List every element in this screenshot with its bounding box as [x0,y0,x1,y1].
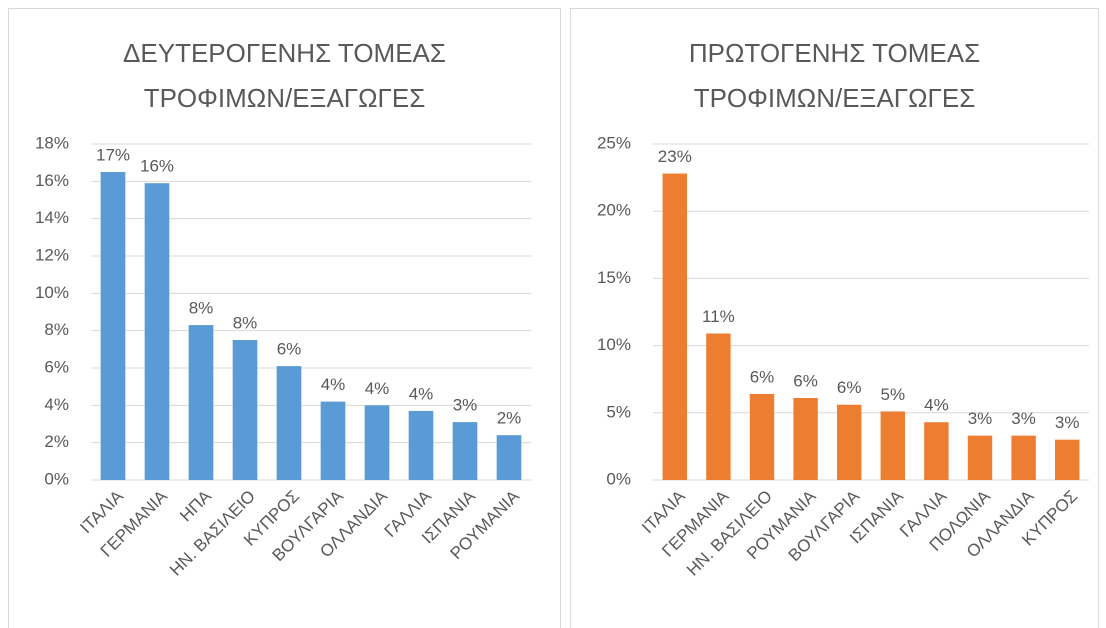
data-label: 6% [837,378,862,397]
y-tick-label: 0% [44,469,69,488]
y-tick-label: 6% [44,357,69,376]
bar [276,366,302,480]
bar [1011,435,1036,480]
y-tick-label: 5% [606,402,631,421]
bar [320,401,346,480]
data-label: 3% [1055,413,1080,432]
bar [408,410,434,480]
bar [364,405,390,480]
chart-panel: ΠΡΩΤΟΓΕΝΗΣ ΤΟΜΕΑΣ ΤΡΟΦΙΜΩΝ/ΕΞΑΓΩΓΕΣ 0% 5%… [570,8,1099,628]
data-label: 4% [321,375,346,394]
y-tick-label: 15% [597,268,631,287]
bar [749,393,775,480]
y-tick-label: 4% [44,395,69,414]
y-tick-label: 20% [597,201,631,220]
bar [706,333,731,480]
y-tick-label: 12% [35,245,69,264]
data-label: 23% [658,147,692,166]
data-label: 8% [233,313,258,332]
y-tick-label: 10% [35,283,69,302]
y-tick-label: 25% [597,133,631,152]
data-label: 2% [497,409,522,428]
chart-title: ΔΕΥΤΕΡΟΓΕΝΗΣ ΤΟΜΕΑΣ ΤΡΟΦΙΜΩΝ/ΕΞΑΓΩΓΕΣ [123,38,446,113]
bar [880,411,906,480]
bar [836,404,862,480]
bar [188,325,214,480]
y-tick-label: 2% [44,432,69,451]
chart: 0%5%10%15%20%25%23%ΙΤΑΛΙΑ11%ΓΕΡΜΑΝΙΑ6%ΗΝ… [597,133,1089,580]
data-label: 4% [409,384,434,403]
bar [793,398,818,480]
bar [144,183,170,480]
data-label: 6% [277,340,302,359]
y-tick-label: 14% [35,208,69,227]
data-label: 4% [365,379,390,398]
data-label: 6% [793,372,818,391]
bar [1054,439,1080,480]
data-label: 5% [881,385,906,404]
data-label: 3% [968,409,993,428]
data-label: 3% [453,396,478,415]
bar [662,173,688,480]
y-tick-label: 8% [44,320,69,339]
chart-title: ΠΡΩΤΟΓΕΝΗΣ ΤΟΜΕΑΣ ΤΡΟΦΙΜΩΝ/ΕΞΑΓΩΓΕΣ [688,38,981,113]
data-label: 17% [96,145,130,164]
bar [496,435,522,480]
bar [967,435,993,480]
bar [924,422,949,480]
bar [232,340,258,480]
bar [100,172,126,480]
data-label: 6% [750,367,775,386]
data-label: 3% [1011,409,1036,428]
data-label: 8% [189,299,214,318]
data-label: 16% [140,157,174,176]
y-tick-label: 16% [35,171,69,190]
x-tick-label: ΗΠΑ [176,486,215,525]
data-label: 4% [924,396,949,415]
y-tick-label: 18% [35,133,69,152]
chart-panel: ΔΕΥΤΕΡΟΓΕΝΗΣ ΤΟΜΕΑΣ ΤΡΟΦΙΜΩΝ/ΕΞΑΓΩΓΕΣ 0%… [8,8,561,628]
bar [452,422,478,480]
data-label: 11% [702,307,735,326]
y-tick-label: 0% [606,469,631,488]
y-tick-label: 10% [597,335,631,354]
chart: 0%2%4%6%8%10%12%14%16%18%17%ΙΤΑΛΙΑ16%ΓΕΡ… [35,133,531,580]
